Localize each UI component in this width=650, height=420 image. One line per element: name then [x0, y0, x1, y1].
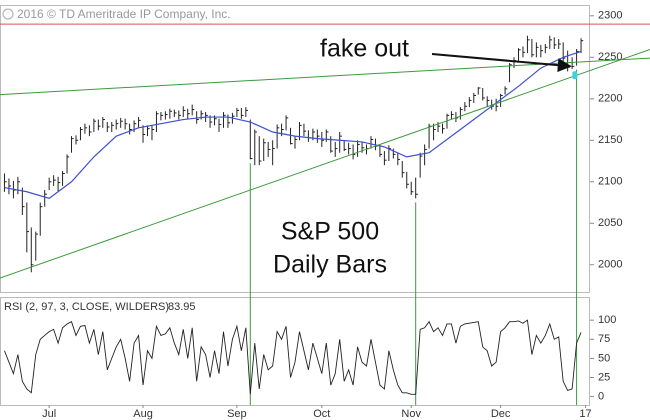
annotation: fake out	[320, 35, 409, 63]
moving-average	[4, 50, 582, 200]
y-tick-label: 25	[598, 371, 610, 383]
y-tick-label: 2300	[598, 10, 622, 22]
y-tick-label: 2100	[598, 176, 622, 188]
annotation-arrow	[431, 53, 572, 73]
title-line: Daily Bars	[273, 251, 387, 279]
y-tick-label: 2150	[598, 134, 622, 146]
y-tick-label: 2200	[598, 93, 622, 105]
copyright: 2016 © TD Ameritrade IP Company, Inc.	[17, 7, 231, 21]
y-tick-label: 75	[598, 333, 610, 345]
copyright-icon	[2, 8, 14, 20]
x-tick-label: Sep	[227, 408, 247, 420]
y-tick-label: 50	[598, 352, 610, 364]
x-tick-label: Aug	[133, 408, 153, 420]
x-tick-label: Oct	[313, 408, 330, 420]
rsi-value: 83.95	[168, 301, 196, 313]
x-tick-label: Dec	[491, 408, 511, 420]
indicator-label: RSI (2, 97, 3, CLOSE, WILDERS)	[4, 301, 169, 313]
x-tick-label: Nov	[401, 408, 421, 420]
y-tick-label: 2250	[598, 51, 622, 63]
annotation-marker	[572, 71, 578, 80]
y-tick-label: 2050	[598, 217, 622, 229]
price-plot	[3, 35, 584, 273]
x-tick-label: Jul	[42, 408, 56, 420]
trendline	[0, 48, 650, 279]
x-tick-label: 17	[579, 408, 591, 420]
rsi-line	[4, 319, 582, 395]
y-tick-label: 100	[598, 314, 616, 326]
y-tick-label: 2000	[598, 259, 622, 271]
price-panel	[0, 5, 590, 293]
y-tick-label: 0	[598, 390, 604, 402]
title-line: S&P 500	[281, 218, 379, 246]
rsi-panel	[0, 297, 590, 406]
